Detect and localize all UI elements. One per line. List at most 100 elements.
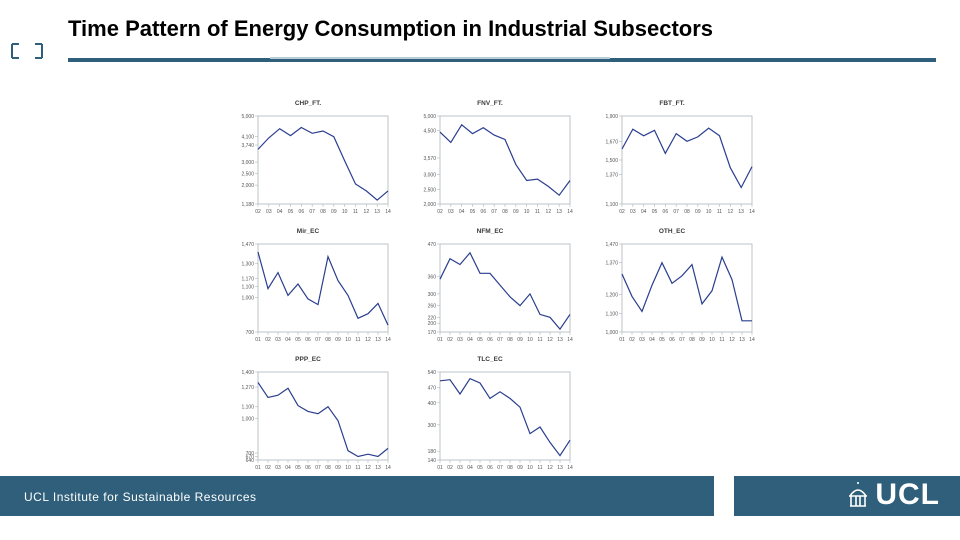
x-tick-label: 03	[630, 209, 636, 215]
x-tick-label: 12	[547, 337, 553, 343]
x-tick-label: 09	[517, 465, 523, 471]
x-tick-label: 11	[537, 465, 542, 471]
x-tick-label: 06	[663, 209, 669, 215]
x-tick-label: 09	[513, 209, 519, 215]
x-tick-label: 12	[546, 209, 552, 215]
y-tick-label: 1,300	[241, 261, 254, 267]
y-tick-label: 180	[428, 449, 437, 455]
chart-panel: TLC_EC1401803004004705400102030405060708…	[406, 356, 574, 476]
y-tick-label: 170	[428, 330, 437, 336]
x-tick-label: 02	[447, 337, 453, 343]
x-tick-label: 06	[305, 337, 311, 343]
x-tick-label: 04	[277, 209, 283, 215]
y-tick-label: 3,000	[423, 173, 436, 179]
x-tick-label: 14	[749, 337, 755, 343]
y-tick-label: 1,100	[241, 284, 254, 290]
x-tick-label: 04	[459, 209, 465, 215]
x-tick-label: 04	[467, 337, 473, 343]
chart-panel: Mir_EC7001,0001,1001,1701,3001,470010203…	[224, 228, 392, 348]
y-tick-label: 1,000	[241, 296, 254, 302]
x-tick-label: 11	[719, 337, 724, 343]
x-tick-label: 09	[335, 465, 341, 471]
x-tick-label: 02	[255, 209, 261, 215]
y-tick-label: 300	[428, 292, 437, 298]
x-tick-label: 13	[738, 209, 744, 215]
x-tick-label: 13	[739, 337, 745, 343]
chart-svg: 1,1802,0002,5003,0003,7404,1005,00002030…	[224, 112, 392, 220]
y-tick-label: 1,900	[605, 114, 618, 120]
y-tick-label: 220	[428, 315, 437, 321]
x-tick-label: 04	[285, 337, 291, 343]
x-tick-label: 10	[345, 337, 351, 343]
chart-title: FBT_FT.	[588, 100, 756, 107]
y-tick-label: 2,000	[423, 202, 436, 208]
chart-svg: 6406707001,0001,1001,2701,40001020304050…	[224, 368, 392, 476]
x-tick-label: 14	[567, 209, 573, 215]
x-tick-label: 01	[437, 465, 443, 471]
x-tick-label: 02	[265, 465, 271, 471]
x-tick-label: 02	[619, 209, 625, 215]
x-tick-label: 07	[315, 465, 321, 471]
y-tick-label: 200	[428, 321, 437, 327]
x-tick-label: 03	[639, 337, 645, 343]
x-tick-label: 12	[365, 337, 371, 343]
x-tick-label: 09	[517, 337, 523, 343]
y-tick-label: 140	[428, 458, 437, 464]
x-tick-label: 14	[749, 209, 755, 215]
y-tick-label: 2,000	[241, 183, 254, 189]
x-tick-label: 11	[355, 465, 360, 471]
x-tick-label: 10	[342, 209, 348, 215]
chart-title: OTH_EC	[588, 228, 756, 235]
ucl-dome-icon	[847, 482, 869, 508]
x-tick-label: 10	[527, 337, 533, 343]
y-tick-label: 1,500	[605, 158, 618, 164]
chart-panel: NFM_EC1702002202603003604700102030405060…	[406, 228, 574, 348]
x-tick-label: 05	[652, 209, 658, 215]
y-tick-label: 5,000	[241, 114, 254, 120]
x-tick-label: 07	[315, 337, 321, 343]
y-tick-label: 1,670	[605, 139, 618, 145]
y-tick-label: 3,570	[423, 156, 436, 162]
x-tick-label: 10	[709, 337, 715, 343]
x-tick-label: 04	[467, 465, 473, 471]
x-tick-label: 07	[497, 465, 503, 471]
x-tick-label: 07	[497, 337, 503, 343]
y-tick-label: 1,000	[605, 330, 618, 336]
x-tick-label: 08	[507, 337, 513, 343]
y-tick-label: 540	[428, 370, 437, 376]
chart-svg: 2,0002,5003,0003,5704,5005,0000203040506…	[406, 112, 574, 220]
x-tick-label: 02	[437, 209, 443, 215]
y-tick-label: 1,470	[605, 242, 618, 248]
series-line	[440, 125, 570, 195]
x-tick-label: 06	[487, 337, 493, 343]
y-tick-label: 1,170	[241, 276, 254, 282]
y-tick-label: 5,000	[423, 114, 436, 120]
title-underline-accent	[270, 57, 610, 59]
x-tick-label: 12	[729, 337, 735, 343]
x-tick-label: 03	[457, 465, 463, 471]
x-tick-label: 01	[437, 337, 443, 343]
y-tick-label: 4,500	[423, 129, 436, 135]
chart-title: CHP_FT.	[224, 100, 392, 107]
x-tick-label: 03	[266, 209, 272, 215]
x-tick-label: 13	[375, 337, 381, 343]
x-tick-label: 05	[659, 337, 665, 343]
x-tick-label: 13	[556, 209, 562, 215]
series-line	[440, 253, 570, 329]
y-tick-label: 700	[246, 330, 255, 336]
x-tick-label: 04	[641, 209, 647, 215]
y-tick-label: 1,180	[241, 202, 254, 208]
x-tick-label: 08	[325, 337, 331, 343]
chart-panel: PPP_EC6406707001,0001,1001,2701,40001020…	[224, 356, 392, 476]
x-tick-label: 11	[537, 337, 542, 343]
chart-title: Mir_EC	[224, 228, 392, 235]
x-tick-label: 06	[305, 465, 311, 471]
y-tick-label: 1,100	[605, 311, 618, 317]
x-tick-label: 13	[557, 337, 563, 343]
x-tick-label: 11	[355, 337, 360, 343]
page-title: Time Pattern of Energy Consumption in In…	[68, 16, 713, 42]
x-tick-label: 09	[695, 209, 701, 215]
x-tick-label: 03	[457, 337, 463, 343]
x-tick-label: 11	[717, 209, 722, 215]
y-tick-label: 2,500	[423, 187, 436, 193]
